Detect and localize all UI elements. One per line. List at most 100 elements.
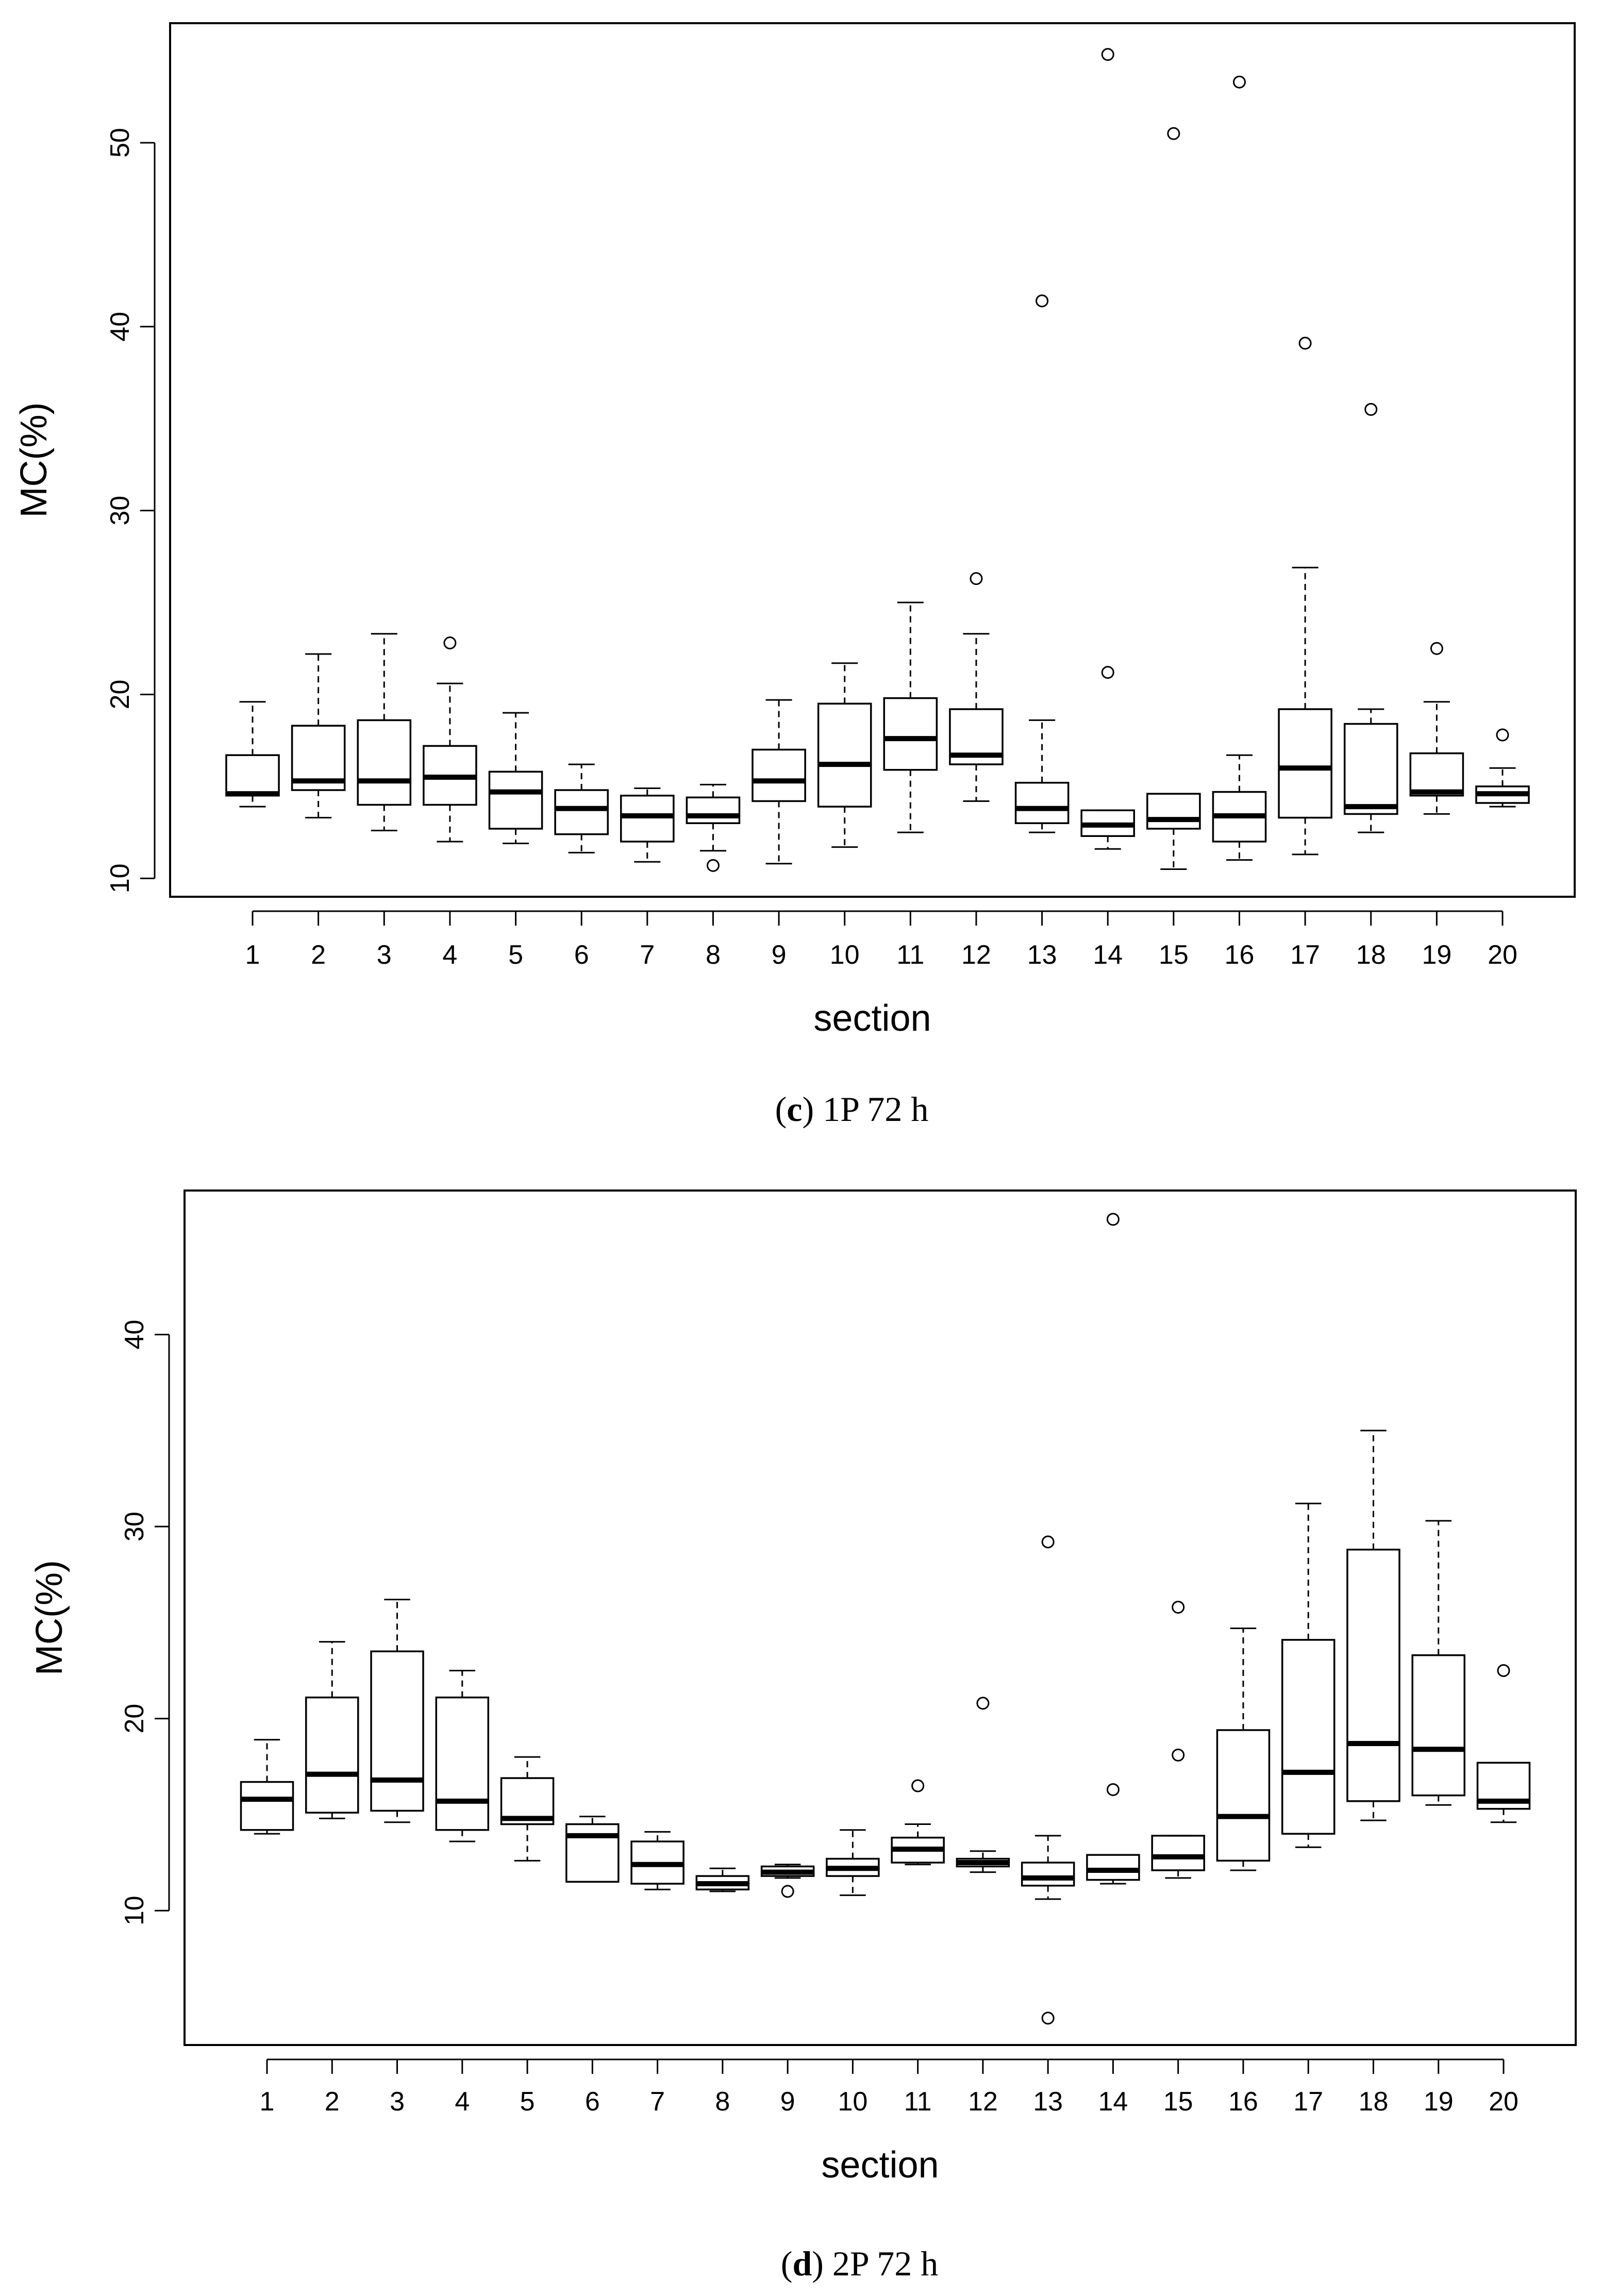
x-tick-label: 20 [1489,2087,1518,2117]
outlier-point [1496,728,1509,742]
box-section-3 [370,1599,424,1823]
box-section-14 [1080,48,1136,850]
box-section-2 [291,653,346,819]
x-tick-label: 1 [260,2087,275,2117]
x-tick-label: 17 [1290,940,1320,970]
y-tick-label: 30 [105,496,135,526]
outlier-point [1232,75,1246,89]
box-iqr [554,789,609,835]
outlier-point [706,859,720,872]
box-iqr [686,796,741,825]
outlier-point [1041,1535,1055,1549]
box-iqr [1346,1548,1400,1802]
outlier-point [443,636,457,650]
figure-caption: (c) 1P 72 h [775,1090,929,1129]
x-tick-label: 10 [838,2087,867,2117]
x-tick-label: 14 [1093,940,1123,970]
x-tick-label: 11 [904,2087,932,2117]
outlier-point [1101,48,1114,61]
box-section-20 [1476,1664,1531,1823]
box-section-14 [1086,1213,1140,1885]
box-iqr [488,770,543,830]
box-section-5 [488,712,543,845]
x-tick-label: 3 [390,2087,405,2117]
box-section-13 [1021,1535,1075,2025]
x-tick-label: 2 [325,2087,340,2117]
box-iqr [1151,1835,1205,1871]
box-section-9 [760,1864,815,1898]
x-tick-label: 4 [455,2087,470,2117]
x-axis-title: section [813,998,931,1039]
box-section-18 [1346,1430,1400,1821]
outlier-point [1106,1783,1120,1796]
x-tick-label: 8 [706,940,721,970]
y-axis-title: MC(%) [29,1560,70,1675]
y-tick-label: 20 [120,1704,149,1734]
box-iqr [225,754,280,797]
box-section-11 [883,601,938,833]
box-section-10 [817,662,872,848]
x-tick-label: 9 [780,2087,795,2117]
x-tick-label: 12 [968,2087,998,2117]
x-tick-label: 5 [508,940,523,970]
x-tick-label: 15 [1159,940,1189,970]
box-section-10 [826,1829,880,1896]
y-tick-label: 20 [105,680,135,710]
x-tick-label: 19 [1422,940,1451,970]
y-tick-label: 10 [120,1896,149,1925]
box-section-8 [695,1867,750,1892]
y-axis-title: MC(%) [13,403,55,518]
box-section-8 [686,783,741,872]
box-iqr [883,697,938,771]
box-iqr [1216,1729,1271,1862]
x-tick-label: 9 [772,940,787,970]
x-tick-label: 2 [311,940,326,970]
outlier-point [1172,1601,1185,1614]
box-iqr [1278,708,1332,819]
box-section-16 [1212,75,1267,861]
box-section-6 [554,763,609,853]
box-section-19 [1411,1520,1465,1806]
box-section-2 [305,1641,359,1819]
box-iqr [1146,793,1201,830]
box-iqr [1409,752,1464,797]
y-tick-label: 10 [105,863,135,893]
box-section-20 [1475,728,1530,808]
x-tick-label: 3 [377,940,392,970]
box-section-4 [435,1669,490,1842]
box-section-17 [1278,337,1332,856]
outlier-point [1497,1664,1510,1677]
box-iqr [1014,782,1070,825]
y-tick-label: 30 [120,1512,149,1541]
outlier-point [976,1697,990,1710]
box-section-13 [1014,294,1070,833]
box-iqr [752,748,806,802]
box-section-9 [752,699,806,865]
box-section-17 [1281,1502,1336,1848]
outlier-point [1167,127,1180,140]
x-tick-label: 10 [830,940,860,970]
box-iqr [1343,723,1398,815]
box-section-7 [620,787,675,863]
x-axis-title: section [821,2144,939,2186]
box-iqr [357,719,412,806]
box-iqr [565,1823,620,1883]
box-section-12 [949,572,1004,802]
outlier-point [1036,294,1049,308]
box-section-19 [1409,642,1464,815]
outlier-point [1430,642,1443,655]
box-iqr [1281,1639,1336,1835]
box-iqr [240,1781,294,1831]
box-iqr [1086,1854,1140,1881]
outlier-point [1364,403,1378,416]
outlier-point [1106,1213,1120,1226]
x-tick-label: 4 [442,940,457,970]
box-section-7 [630,1831,685,1890]
box-section-4 [423,636,477,843]
outlier-point [781,1885,794,1898]
box-iqr [817,702,872,808]
x-tick-label: 19 [1424,2087,1454,2117]
x-tick-label: 17 [1293,2087,1323,2117]
plot-frame [169,22,1576,898]
